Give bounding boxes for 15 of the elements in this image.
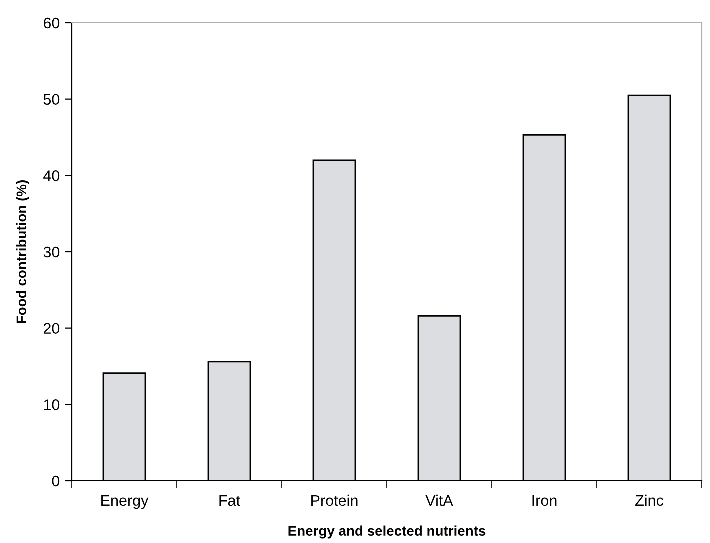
x-tick-label: Fat bbox=[220, 495, 240, 506]
y-tick-label: 50 bbox=[44, 94, 60, 106]
x-tick-label: Zinc bbox=[636, 494, 664, 506]
x-tick-label: VitA bbox=[426, 494, 454, 506]
x-tick-label: Energy bbox=[102, 495, 149, 510]
y-tick-label: 40 bbox=[44, 170, 60, 182]
y-tick-label: 30 bbox=[44, 246, 60, 258]
y-tick-label: 0 bbox=[52, 476, 60, 487]
y-tick-label: 60 bbox=[44, 18, 60, 29]
x-tick-label: Protein bbox=[312, 494, 358, 506]
x-axis-title: Energy and selected nutrients bbox=[288, 526, 486, 539]
x-tick-label: Iron bbox=[532, 495, 557, 506]
y-tick-label: 20 bbox=[44, 323, 60, 334]
y-tick-label: 10 bbox=[44, 400, 60, 410]
y-axis-title: Food contribution (%) bbox=[16, 180, 30, 324]
